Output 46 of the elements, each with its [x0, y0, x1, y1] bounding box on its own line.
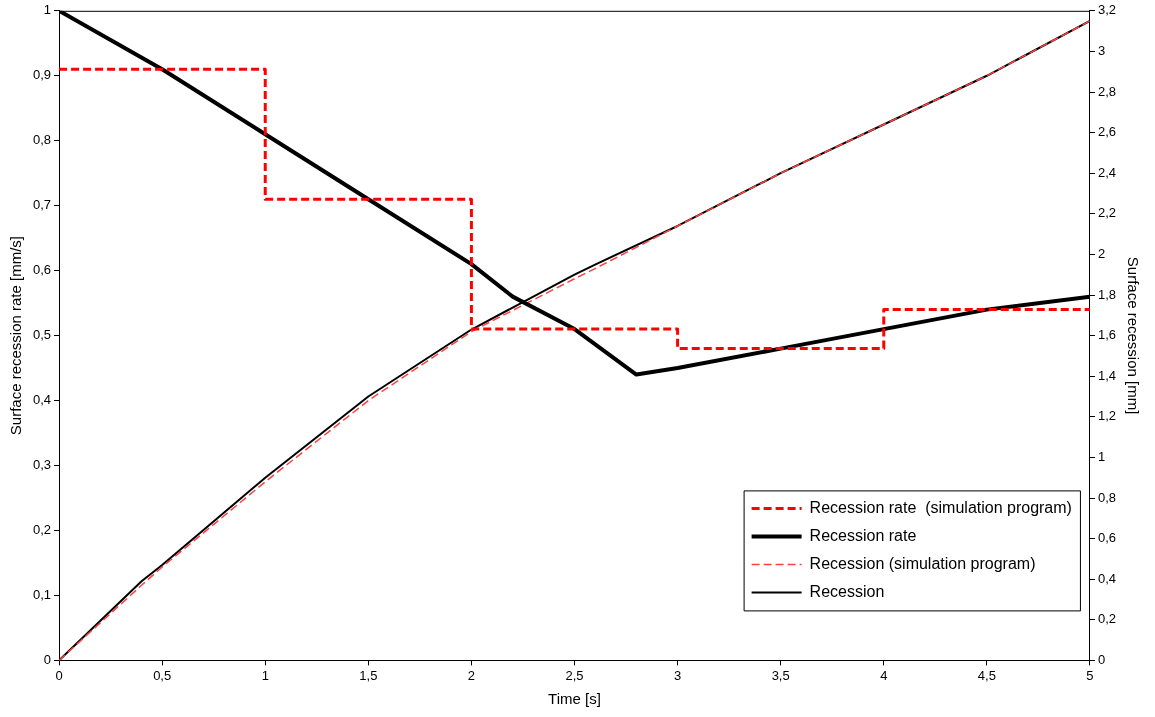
y-tick-label: 1	[43, 2, 52, 18]
legend-label: Recession (simulation program)	[809, 554, 1036, 572]
y-tick-label: 0,8	[32, 132, 52, 148]
y2-tick-label: 3	[1097, 42, 1106, 58]
y2-tick-label: 2,4	[1097, 164, 1117, 180]
y2-tick-label: 2	[1097, 245, 1106, 261]
x-tick-label: 3	[673, 667, 682, 683]
y2-tick-label: 1,8	[1097, 286, 1117, 302]
y2-tick-label: 1	[1097, 448, 1106, 464]
x-tick-label: 1,5	[359, 667, 378, 683]
y2-tick-label: 0,2	[1097, 611, 1117, 627]
y-tick-label: 0,4	[32, 392, 52, 408]
y2-tick-label: 2,2	[1097, 205, 1117, 221]
y-tick-label: 0,1	[32, 587, 52, 603]
y2-tick-label: 3,2	[1097, 2, 1117, 18]
y2-tick-label: 1,6	[1097, 327, 1117, 343]
y2-tick-label: 2,6	[1097, 124, 1117, 140]
y-tick-label: 0,3	[32, 457, 52, 473]
x-tick-label: 5	[1086, 667, 1094, 683]
x-tick-label: 1	[261, 667, 269, 683]
y2-tick-label: 0,4	[1097, 570, 1117, 586]
y-tick-label: 0	[43, 651, 52, 667]
x-tick-label: 3,5	[771, 667, 790, 683]
x-tick-label: 0,5	[153, 667, 172, 683]
y-tick-label: 0,7	[32, 197, 52, 213]
y2-tick-label: 0	[1097, 651, 1106, 667]
x-tick-label: 2	[467, 667, 476, 683]
x-axis-title: Time [s]	[548, 690, 601, 708]
y-axis-title: Surface recession rate [mm/s]	[7, 235, 25, 436]
y2-tick-label: 0,6	[1097, 530, 1117, 546]
y2-tick-label: 0,8	[1097, 489, 1117, 505]
legend-label: Recession	[809, 582, 885, 600]
x-tick-label: 2,5	[565, 667, 584, 683]
y2-tick-label: 2,8	[1097, 83, 1117, 99]
legend-label: Recession rate (simulation program)	[809, 498, 1072, 516]
y-tick-label: 0,6	[32, 262, 52, 278]
x-tick-label: 4	[880, 667, 888, 683]
y2-axis-title: Surface recession [mm]	[1124, 256, 1142, 415]
y-tick-label: 0,9	[32, 67, 52, 83]
y-tick-label: 0,5	[32, 327, 52, 343]
x-tick-label: 4,5	[977, 667, 996, 683]
y2-tick-label: 1,4	[1097, 367, 1117, 383]
legend-label: Recession rate	[809, 526, 917, 544]
x-tick-label: 0	[55, 667, 63, 683]
y2-tick-label: 1,2	[1097, 408, 1117, 424]
y-tick-label: 0,2	[32, 522, 52, 538]
